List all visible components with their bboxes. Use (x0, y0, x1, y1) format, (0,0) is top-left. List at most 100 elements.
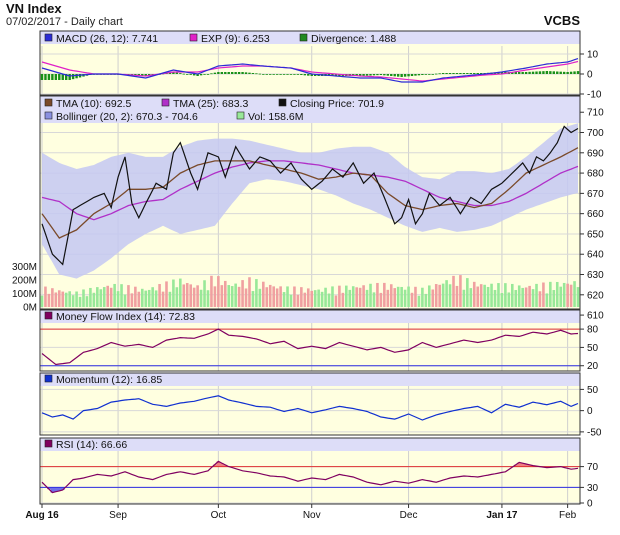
volume-bar (417, 295, 421, 307)
rsi-tick-label: 0 (587, 499, 593, 510)
macd-legend-divergence-label: Divergence: 1.488 (311, 33, 396, 45)
macd-divergence-bar (58, 74, 61, 80)
volume-bar (355, 287, 358, 307)
macd-divergence-bar (445, 73, 448, 74)
macd-divergence-bar (421, 74, 424, 75)
mfi-legend-label: Money Flow Index (14): 72.83 (56, 311, 195, 323)
volume-bar (189, 284, 192, 307)
volume-bar (338, 285, 341, 307)
macd-divergence-bar (400, 74, 403, 77)
macd-divergence-bar (210, 73, 213, 75)
momentum-tick-label: 0 (587, 406, 593, 417)
macd-divergence-bar (313, 74, 317, 76)
volume-bar (102, 287, 106, 307)
price-tick-label: 620 (587, 290, 604, 301)
volume-bar (414, 286, 417, 307)
volume-bar (396, 286, 400, 307)
volume-bar (569, 284, 573, 307)
macd-divergence-bar (255, 73, 258, 75)
volume-bar (68, 291, 71, 307)
volume-bar (161, 291, 165, 307)
volume-bar (310, 290, 314, 307)
volume-bar (96, 287, 99, 307)
macd-divergence-bar (189, 74, 192, 75)
macd-divergence-bar (466, 73, 469, 74)
macd-divergence-bar (376, 74, 379, 76)
volume-bar (168, 291, 172, 307)
macd-divergence-bar (334, 74, 338, 76)
volume-bar (140, 288, 144, 307)
mfi-line (41, 328, 579, 366)
mfi-legend-swatch (44, 311, 53, 320)
volume-bar (234, 283, 237, 307)
volume-bar (182, 284, 186, 307)
volume-bar (552, 290, 556, 307)
volume-bar (192, 287, 196, 307)
volume-bar (483, 284, 486, 307)
volume-bar (348, 289, 352, 307)
volume-bar (303, 292, 307, 307)
volume-bar (120, 284, 123, 307)
macd-divergence-bar (286, 74, 289, 75)
macd-divergence-bar (65, 74, 68, 80)
tma10-line (41, 147, 579, 239)
volume-bar (300, 287, 303, 307)
volume-bar (99, 289, 103, 307)
macd-divergence-bar (438, 73, 441, 75)
macd-divergence-bar (182, 73, 185, 75)
volume-bar (327, 293, 331, 307)
volume-bar (486, 286, 490, 307)
volume-bar (497, 283, 500, 307)
momentum-line (41, 395, 579, 421)
macd-divergence-bar (531, 71, 535, 74)
macd-divergence-bar (455, 73, 459, 74)
macd-divergence-bar (500, 72, 504, 74)
volume-bar (127, 285, 130, 307)
macd-divergence-bar (521, 72, 524, 74)
macd-divergence-bar (331, 74, 334, 76)
volume-bar (85, 296, 89, 307)
macd-divergence-bar (576, 71, 580, 74)
price-tick-label: 660 (587, 209, 604, 220)
macd-divergence-bar (535, 71, 538, 74)
macd-divergence-bar (241, 72, 244, 74)
x-tick-label: Sep (109, 510, 127, 521)
chart-title: VN Index (6, 1, 62, 16)
macd-divergence-bar (234, 72, 237, 74)
volume-bar (469, 288, 473, 307)
macd-divergence-bar (511, 72, 514, 74)
volume-bar (199, 289, 203, 307)
macd-divergence-bar (448, 73, 452, 74)
volume-bar (562, 282, 566, 307)
macd-divergence-bar (251, 73, 255, 74)
volume-bar (251, 291, 255, 307)
macd-divergence-bar (244, 72, 248, 74)
macd-legend-exp-swatch (189, 33, 198, 42)
price-legend-bollinger-label: Bollinger (20, 2): 670.3 - 704.6 (56, 111, 198, 123)
price-legend-tma25-label: TMA (25): 683.3 (173, 98, 248, 110)
volume-bar (358, 287, 362, 307)
rsi-tick-label: 70 (587, 462, 599, 473)
macd-divergence-bar (386, 74, 390, 76)
price-legend-vol-swatch (236, 111, 245, 120)
volume-tick-label: 200M (12, 276, 37, 287)
macd-divergence-bar (54, 74, 58, 80)
volume-bar (331, 286, 334, 307)
volume-bar (268, 284, 272, 307)
volume-bar (438, 284, 441, 307)
macd-divergence-bar (403, 74, 407, 77)
macd-divergence-bar (44, 74, 47, 80)
volume-bar (407, 286, 410, 307)
volume-bar (545, 293, 549, 307)
macd-divergence-bar (556, 71, 559, 74)
volume-bar (424, 293, 428, 307)
price-tick-label: 670 (587, 189, 604, 200)
macd-line (41, 58, 579, 83)
volume-bar (185, 283, 189, 307)
volume-bar (244, 288, 248, 307)
volume-bar (434, 284, 438, 307)
macd-divergence-bar (393, 74, 396, 77)
volume-bar (566, 283, 569, 307)
volume-bar (71, 295, 75, 307)
volume-bar (393, 288, 397, 307)
